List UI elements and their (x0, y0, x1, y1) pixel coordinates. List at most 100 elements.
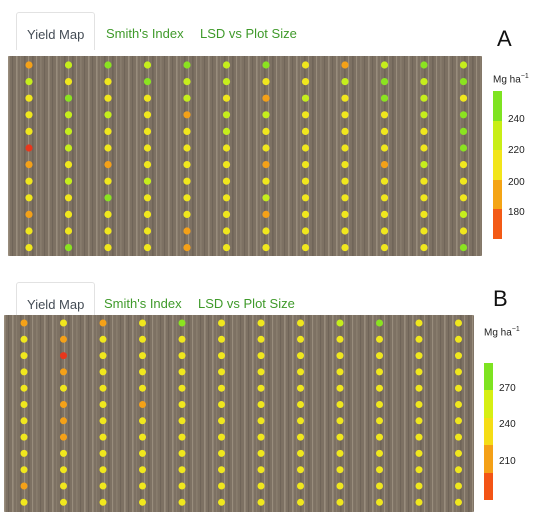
legend-color-segment (484, 363, 493, 391)
plot-dot (139, 449, 146, 457)
legend-color-segment (493, 209, 502, 240)
plot-dot (104, 78, 112, 86)
plot-dot (99, 352, 107, 360)
plot-dot (341, 94, 349, 102)
plot-dot (257, 417, 265, 425)
plot-dot (222, 244, 231, 252)
plot-dot (20, 319, 28, 327)
plot-dot (297, 319, 304, 327)
plot-dot (262, 127, 270, 135)
field-image (4, 315, 474, 512)
legend-tick: 220 (508, 145, 525, 156)
plot-dot (143, 144, 152, 152)
plot-dot (415, 449, 423, 457)
plot-dot (178, 352, 186, 360)
tab-smiths-index[interactable]: Smith's Index (106, 26, 184, 41)
yield-map-panel-a: Yield Map Smith's Index LSD vs Plot Size… (8, 12, 529, 256)
plot-dot (336, 319, 344, 327)
plot-dot (455, 498, 462, 506)
plot-dot (380, 244, 389, 252)
plot-dot (20, 417, 28, 425)
plot-dot (459, 61, 468, 69)
plot-dot (64, 244, 73, 252)
plot-dot (459, 194, 468, 202)
plot-dot (455, 335, 462, 343)
legend-unit: Mg ha−1 (484, 326, 520, 339)
plot-dot (420, 244, 428, 252)
plot-dot (262, 111, 270, 119)
plot-dot (64, 161, 73, 169)
plot-dot (301, 144, 310, 152)
plot-dot (60, 433, 67, 441)
plot-dot (60, 482, 67, 490)
plot-dot (415, 368, 423, 376)
plot-dot (336, 352, 344, 360)
plot-dot (25, 210, 33, 218)
tab-yield-map[interactable]: Yield Map (16, 12, 96, 50)
plot-dot (415, 417, 423, 425)
plot-dot (222, 177, 231, 185)
plot-dot (183, 210, 191, 218)
plot-dot (25, 127, 33, 135)
plot-dot (143, 194, 152, 202)
legend-tick: 240 (499, 419, 516, 430)
plot-dot (99, 498, 107, 506)
plot-dot (257, 384, 265, 392)
plot-dot (99, 449, 107, 457)
plot-dot (376, 368, 383, 376)
panel-label: B (493, 286, 508, 311)
plot-dot (143, 111, 152, 119)
plot-dot (222, 227, 231, 235)
plot-dot (380, 144, 389, 152)
plot-dot (380, 210, 389, 218)
plot-dot (139, 319, 146, 327)
plot-dot (178, 319, 186, 327)
plot-dot (64, 61, 73, 69)
plot-dot (60, 368, 67, 376)
plot-dot (183, 244, 191, 252)
legend-unit: Mg ha−1 (493, 73, 529, 86)
plot-dot (341, 144, 349, 152)
plot-dot (262, 244, 270, 252)
plot-dot (178, 482, 186, 490)
plot-dot (297, 433, 304, 441)
plot-dot (297, 352, 304, 360)
plot-dot (297, 417, 304, 425)
plot-dot (104, 94, 112, 102)
field-svg (4, 315, 474, 512)
plot-dot (262, 94, 270, 102)
plot-dot (301, 78, 310, 86)
plot-dot (380, 161, 389, 169)
plot-dot (60, 449, 67, 457)
plot-dot (420, 94, 428, 102)
plot-dot (143, 227, 152, 235)
plot-dot (415, 335, 423, 343)
plot-dot (60, 466, 67, 474)
plot-dot (218, 498, 225, 506)
plot-dot (380, 111, 389, 119)
plot-dot (336, 335, 344, 343)
tab-lsd-vs-plot-size[interactable]: LSD vs Plot Size (200, 26, 297, 41)
plot-dot (301, 177, 310, 185)
tab-yield-map[interactable]: Yield Map (16, 282, 96, 320)
plot-dot (20, 433, 28, 441)
plot-dot (64, 227, 73, 235)
plot-dot (336, 466, 344, 474)
plot-dot (455, 368, 462, 376)
tab-smiths-index[interactable]: Smith's Index (104, 296, 182, 311)
plot-dot (301, 210, 310, 218)
plot-dot (420, 210, 428, 218)
plot-dot (218, 482, 225, 490)
plot-dot (99, 319, 107, 327)
tab-lsd-vs-plot-size[interactable]: LSD vs Plot Size (198, 296, 295, 311)
plot-dot (218, 319, 225, 327)
plot-dot (459, 177, 468, 185)
plot-dot (25, 61, 33, 69)
legend-tick: 270 (499, 383, 516, 394)
plot-dot (301, 94, 310, 102)
plot-dot (183, 127, 191, 135)
plot-dot (420, 127, 428, 135)
plot-dot (455, 482, 462, 490)
plot-dot (139, 368, 146, 376)
plot-dot (420, 111, 428, 119)
